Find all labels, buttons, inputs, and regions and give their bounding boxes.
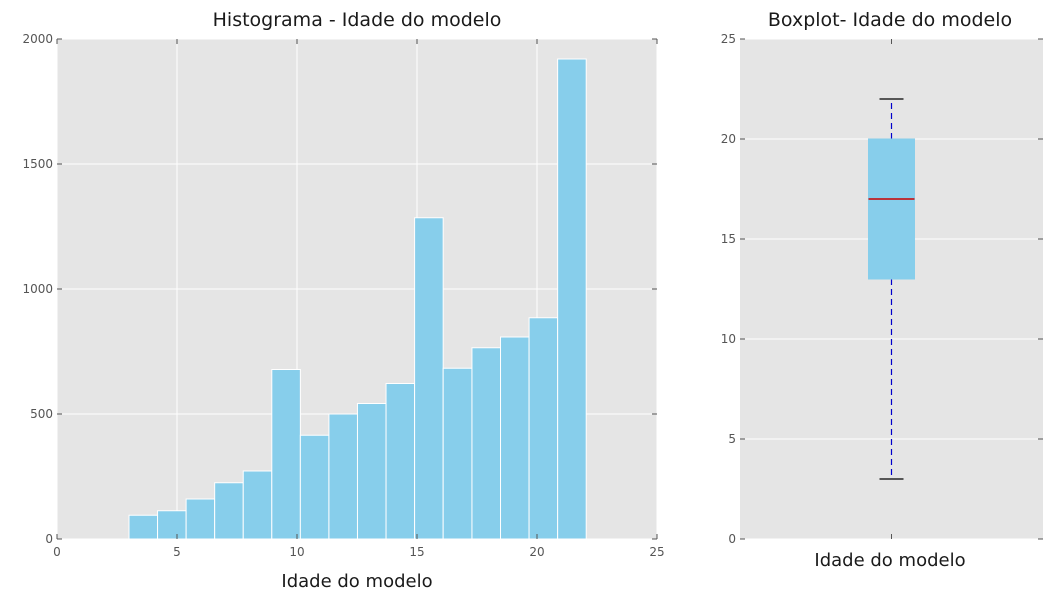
histogram-bar	[271, 369, 301, 540]
histogram-title: Histograma - Idade do modelo	[213, 9, 502, 31]
boxplot-y-tick-label: 10	[721, 332, 736, 346]
boxplot-y-tick-label: 0	[728, 532, 736, 546]
boxplot-panel: 0 5 10 15 20 25 Boxplot- Idade do modelo Idad…	[721, 9, 1043, 571]
histogram-x-tick-label: 15	[409, 545, 424, 559]
histogram-bar	[299, 434, 330, 540]
boxplot-y-tick-label: 25	[721, 32, 736, 46]
histogram-x-tick-label: 5	[173, 545, 181, 559]
histogram-y-tick-label: 1500	[22, 157, 53, 171]
histogram-x-tick-label: 20	[529, 545, 544, 559]
histogram-bar	[128, 514, 159, 540]
boxplot-y-tick-label: 15	[721, 232, 736, 246]
histogram-bar	[414, 217, 444, 540]
histogram-bar	[328, 413, 358, 540]
histogram-x-tick-label: 10	[289, 545, 304, 559]
histogram-x-axis-label: Idade do modelo	[281, 571, 432, 592]
histogram-panel: 0 5 10 15 20 25 0 500 1000 1500 2000 Histograma - …	[22, 9, 664, 592]
histogram-x-tick-label: 0	[53, 545, 61, 559]
histogram-bar	[385, 383, 416, 540]
histogram-ticks: 0 5 10 15 20 25 0 500 1000 1500 2000	[22, 32, 664, 559]
histogram-bar	[185, 498, 216, 540]
boxplot-y-tick-label: 20	[721, 132, 736, 146]
boxplot-title: Boxplot- Idade do modelo	[768, 9, 1012, 31]
boxplot-box	[868, 138, 915, 280]
histogram-bar	[214, 482, 244, 540]
histogram-y-tick-label: 500	[30, 407, 53, 421]
histogram-bar	[471, 347, 502, 540]
histogram-x-tick-label: 25	[649, 545, 664, 559]
histogram-y-tick-label: 1000	[22, 282, 53, 296]
histogram-y-tick-label: 0	[45, 532, 53, 546]
histogram-bar	[356, 403, 387, 540]
histogram-bar	[442, 367, 473, 540]
histogram-bar	[242, 470, 273, 540]
histogram-y-tick-label: 2000	[22, 32, 53, 46]
histogram-bars	[128, 58, 587, 540]
histogram-bar	[157, 510, 187, 540]
boxplot-y-tick-label: 5	[728, 432, 736, 446]
boxplot-x-axis-label: Idade do modelo	[814, 550, 965, 571]
histogram-bar	[557, 58, 587, 540]
boxplot-marks	[868, 98, 915, 480]
histogram-bar	[500, 336, 530, 540]
histogram-bar	[528, 317, 559, 540]
histogram-grid	[56, 38, 658, 540]
boxplot-ticks: 0 5 10 15 20 25	[721, 32, 1043, 546]
